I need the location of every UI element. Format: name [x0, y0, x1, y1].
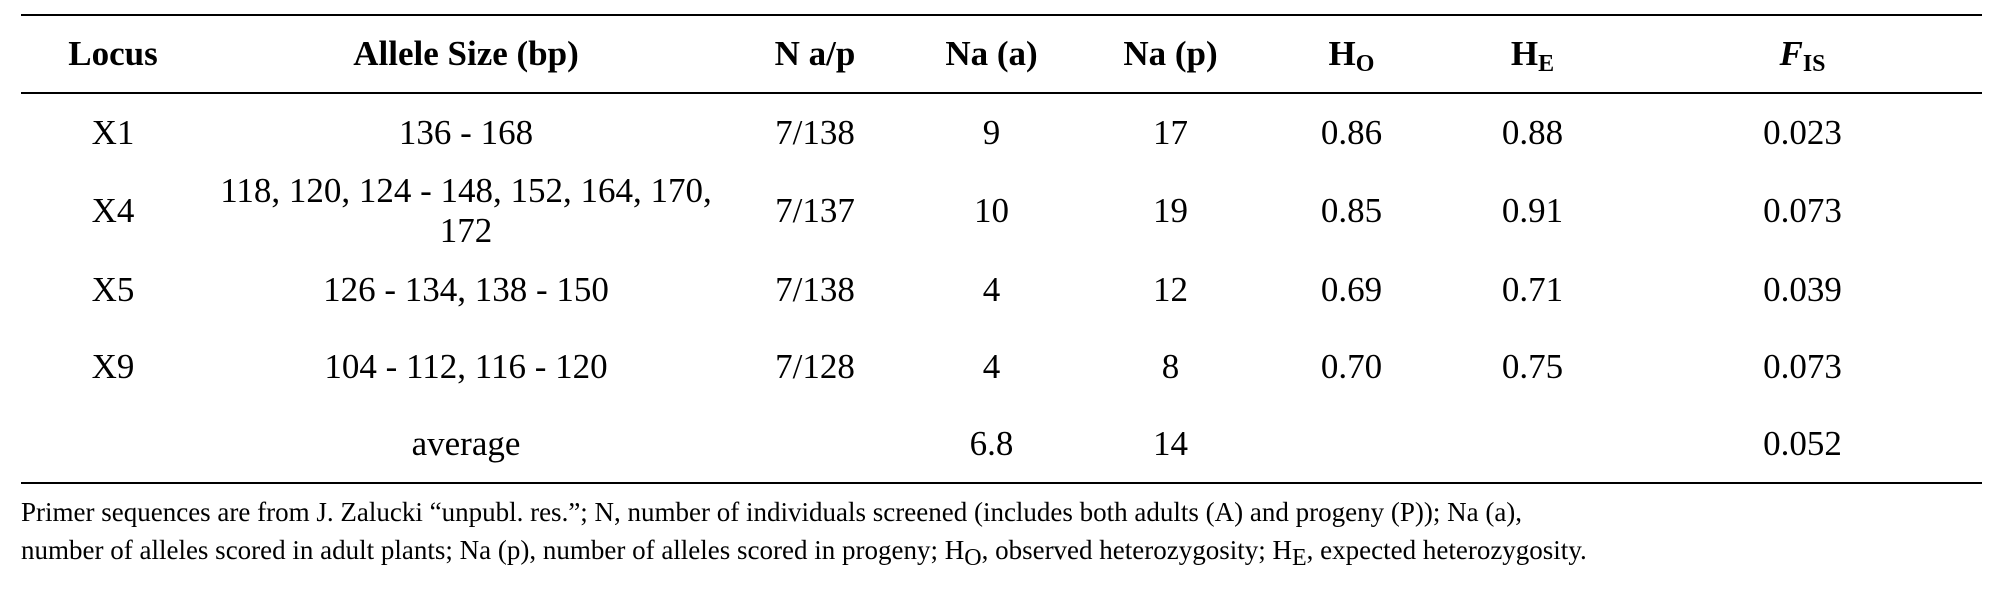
cell-n-ap: 7/138 — [775, 269, 855, 309]
cell-locus: X1 — [91, 112, 135, 152]
cell-average-label: average — [411, 423, 521, 463]
table-row: X9 104 - 112, 116 - 120 7/128 4 8 0.70 0… — [21, 328, 1982, 405]
cell-n-ap: 7/128 — [775, 346, 855, 386]
cell-average-na-a: 6.8 — [969, 423, 1014, 463]
locus-statistics-table: Locus Allele Size (bp) N a/p Na (a) Na (… — [21, 14, 1982, 484]
header-row: Locus Allele Size (bp) N a/p Na (a) Na (… — [21, 15, 1982, 93]
cell-n-ap: 7/137 — [775, 191, 855, 230]
average-row: average 6.8 14 0.052 — [21, 405, 1982, 483]
header-n-ap: N a/p — [774, 34, 856, 73]
table-row: X4 118, 120, 124 - 148, 152, 164, 170, 1… — [21, 171, 1982, 251]
table-row: X5 126 - 134, 138 - 150 7/138 4 12 0.69 … — [21, 251, 1982, 328]
cell-na-p: 19 — [1153, 191, 1188, 230]
cell-na-a: 10 — [974, 191, 1009, 230]
cell-locus: X4 — [91, 191, 135, 230]
header-fis: FIS — [1779, 34, 1826, 77]
table-row: X1 136 - 168 7/138 9 17 0.86 0.88 0.023 — [21, 93, 1982, 171]
cell-average-fis: 0.052 — [1763, 423, 1842, 463]
cell-locus-empty — [21, 405, 205, 483]
cell-na-a: 9 — [982, 112, 1001, 152]
cell-he: 0.91 — [1501, 191, 1564, 230]
cell-fis: 0.073 — [1763, 191, 1842, 230]
header-na-a: Na (a) — [945, 34, 1038, 73]
cell-allele-size: 136 - 168 — [398, 112, 534, 152]
cell-n-ap-empty — [727, 405, 903, 483]
cell-locus: X5 — [91, 269, 135, 309]
header-na-p: Na (p) — [1123, 34, 1218, 73]
cell-allele-size: 118, 120, 124 - 148, 152, 164, 170, 172 — [220, 171, 712, 250]
cell-na-a: 4 — [982, 269, 1001, 309]
table-footnote: Primer sequences are from J. Zalucki “un… — [21, 493, 1982, 571]
cell-allele-size: 104 - 112, 116 - 120 — [324, 346, 608, 386]
cell-na-p: 8 — [1161, 346, 1180, 386]
header-ho: HO — [1328, 34, 1375, 77]
header-locus: Locus — [68, 34, 158, 73]
cell-ho-empty — [1261, 405, 1442, 483]
footnote-line-2: number of alleles scored in adult plants… — [21, 535, 1587, 571]
cell-fis: 0.039 — [1763, 269, 1842, 309]
header-he: HE — [1510, 34, 1555, 77]
cell-na-a: 4 — [982, 346, 1001, 386]
cell-n-ap: 7/138 — [775, 112, 855, 152]
cell-average-na-p: 14 — [1153, 423, 1188, 463]
cell-he: 0.75 — [1501, 346, 1564, 386]
cell-ho: 0.85 — [1320, 191, 1383, 230]
cell-ho: 0.86 — [1320, 112, 1383, 152]
header-allele-size: Allele Size (bp) — [353, 34, 579, 73]
cell-ho: 0.70 — [1320, 346, 1383, 386]
cell-allele-size: 126 - 134, 138 - 150 — [323, 269, 609, 309]
cell-ho: 0.69 — [1320, 269, 1383, 309]
cell-fis: 0.023 — [1763, 112, 1842, 152]
cell-na-p: 17 — [1153, 112, 1188, 152]
cell-he: 0.88 — [1501, 112, 1564, 152]
cell-na-p: 12 — [1153, 269, 1188, 309]
footnote-line-1: Primer sequences are from J. Zalucki “un… — [21, 497, 1523, 527]
cell-he-empty — [1442, 405, 1623, 483]
cell-fis: 0.073 — [1763, 346, 1842, 386]
cell-he: 0.71 — [1501, 269, 1564, 309]
cell-locus: X9 — [91, 346, 135, 386]
